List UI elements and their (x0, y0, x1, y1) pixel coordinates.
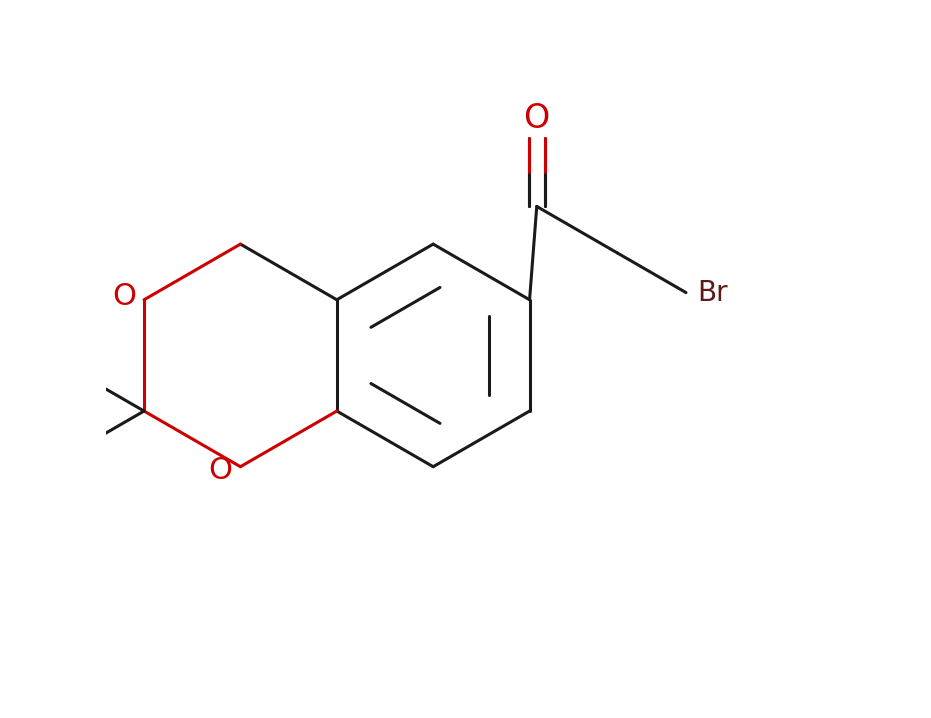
Text: Br: Br (696, 279, 727, 307)
Text: O: O (523, 102, 550, 134)
Text: O: O (209, 456, 233, 485)
Text: O: O (112, 281, 136, 311)
